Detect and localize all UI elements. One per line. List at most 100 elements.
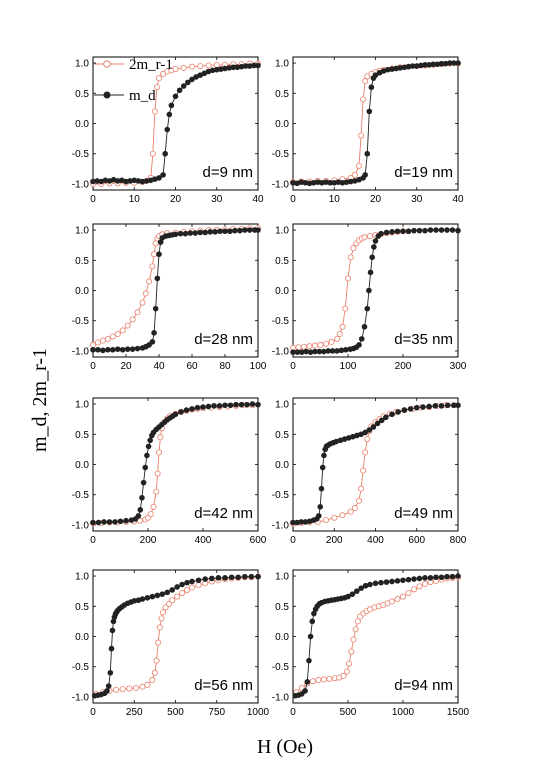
data-point xyxy=(358,336,365,342)
data-point xyxy=(151,330,157,336)
data-point xyxy=(205,62,212,69)
data-point xyxy=(367,269,374,276)
data-point xyxy=(180,64,187,71)
data-point xyxy=(129,346,136,352)
data-point xyxy=(126,685,133,692)
data-point xyxy=(369,254,376,261)
data-point xyxy=(343,179,350,185)
data-point xyxy=(366,287,372,294)
x-tick-label: 300 xyxy=(450,361,467,372)
data-point xyxy=(172,66,179,73)
data-point xyxy=(107,669,114,676)
data-point xyxy=(114,178,121,184)
data-point xyxy=(156,175,162,181)
x-tick-label: 60 xyxy=(186,361,198,372)
data-point xyxy=(178,409,184,415)
data-point xyxy=(249,401,256,407)
data-point xyxy=(172,93,179,100)
data-point xyxy=(355,162,362,169)
data-point xyxy=(350,636,357,643)
data-point xyxy=(372,72,379,78)
data-point xyxy=(90,341,97,348)
data-point xyxy=(197,229,204,236)
data-point xyxy=(151,108,158,115)
data-point xyxy=(131,598,138,604)
y-tick-label: -0.5 xyxy=(272,316,290,327)
data-point xyxy=(354,618,361,625)
data-point xyxy=(290,349,296,355)
panel-8: 0 500 1000 1500 -1.0 -0.5 0.0 0.5 1.0 d=94 nm xyxy=(272,569,470,718)
data-point xyxy=(162,604,169,611)
data-point xyxy=(345,593,351,600)
data-point xyxy=(155,639,162,646)
data-point xyxy=(320,676,327,683)
panels: 0 10 20 30 40 -1.0 -0.5 0.0 0.5 1.0 d=9 nm 0 10 20 30 4… xyxy=(72,56,470,718)
x-tick-label: 200 xyxy=(395,361,412,372)
data-point xyxy=(336,331,343,338)
y-tick-label: 0.0 xyxy=(275,632,289,643)
y-tick-label: -1.0 xyxy=(272,520,290,531)
x-tick-label: 600 xyxy=(408,535,425,546)
panel-6: 0 200 400 600 800 -1.0 -0.5 0.0 0.5 1.0 d=49 nm xyxy=(272,397,467,546)
data-point xyxy=(400,228,406,235)
data-point xyxy=(104,335,111,342)
data-point xyxy=(184,586,191,593)
data-point xyxy=(449,573,456,580)
data-point xyxy=(290,179,296,186)
data-point xyxy=(144,595,151,601)
legend-label-md: m_d xyxy=(129,88,156,104)
data-point xyxy=(153,488,160,495)
data-point xyxy=(94,339,101,346)
data-point xyxy=(144,452,150,459)
data-point xyxy=(455,402,461,409)
x-tick-label: 800 xyxy=(450,535,467,546)
series-md xyxy=(290,227,461,355)
data-point xyxy=(394,578,401,584)
data-point xyxy=(304,679,311,685)
x-tick-label: 500 xyxy=(340,707,357,718)
data-point xyxy=(314,179,321,185)
y-tick-label: -0.5 xyxy=(72,490,90,501)
data-point xyxy=(105,683,112,689)
data-point xyxy=(420,404,426,410)
series-md xyxy=(290,402,461,526)
data-point xyxy=(215,575,222,581)
data-point xyxy=(385,66,391,73)
y-tick-label: 1.0 xyxy=(75,572,89,583)
panel-annotation: d=42 nm xyxy=(194,505,253,522)
data-point xyxy=(139,494,145,501)
x-tick-label: 400 xyxy=(367,535,384,546)
data-point xyxy=(104,688,110,694)
data-point xyxy=(326,675,333,682)
data-point xyxy=(166,111,173,118)
data-point xyxy=(228,574,235,581)
x-tick-label: 30 xyxy=(211,194,223,205)
data-point xyxy=(189,578,195,585)
data-point xyxy=(213,66,220,73)
data-point xyxy=(162,150,168,157)
data-point xyxy=(123,517,129,524)
data-point xyxy=(294,519,300,526)
data-point xyxy=(378,230,384,237)
data-point xyxy=(366,233,373,240)
data-point xyxy=(290,519,296,526)
data-point xyxy=(95,519,102,526)
data-point xyxy=(343,668,350,675)
data-point xyxy=(298,519,305,525)
panel-4: 0 100 200 300 -1.0 -0.5 0.0 0.5 1.0 d=35 nm xyxy=(272,223,467,372)
y-tick-label: 0.5 xyxy=(275,256,289,267)
x-tick-label: 0 xyxy=(90,194,96,205)
data-point xyxy=(405,228,412,235)
x-tick-label: 0 xyxy=(290,535,296,546)
data-point xyxy=(438,574,445,581)
data-point xyxy=(366,108,373,115)
data-point xyxy=(244,401,250,408)
series-md xyxy=(91,573,261,699)
data-point xyxy=(434,61,441,68)
data-point xyxy=(422,62,428,68)
data-point xyxy=(366,427,373,433)
data-point xyxy=(182,230,189,237)
y-tick-label: -1.0 xyxy=(72,520,90,531)
data-point xyxy=(216,403,223,409)
y-tick-label: 0.0 xyxy=(75,119,89,130)
